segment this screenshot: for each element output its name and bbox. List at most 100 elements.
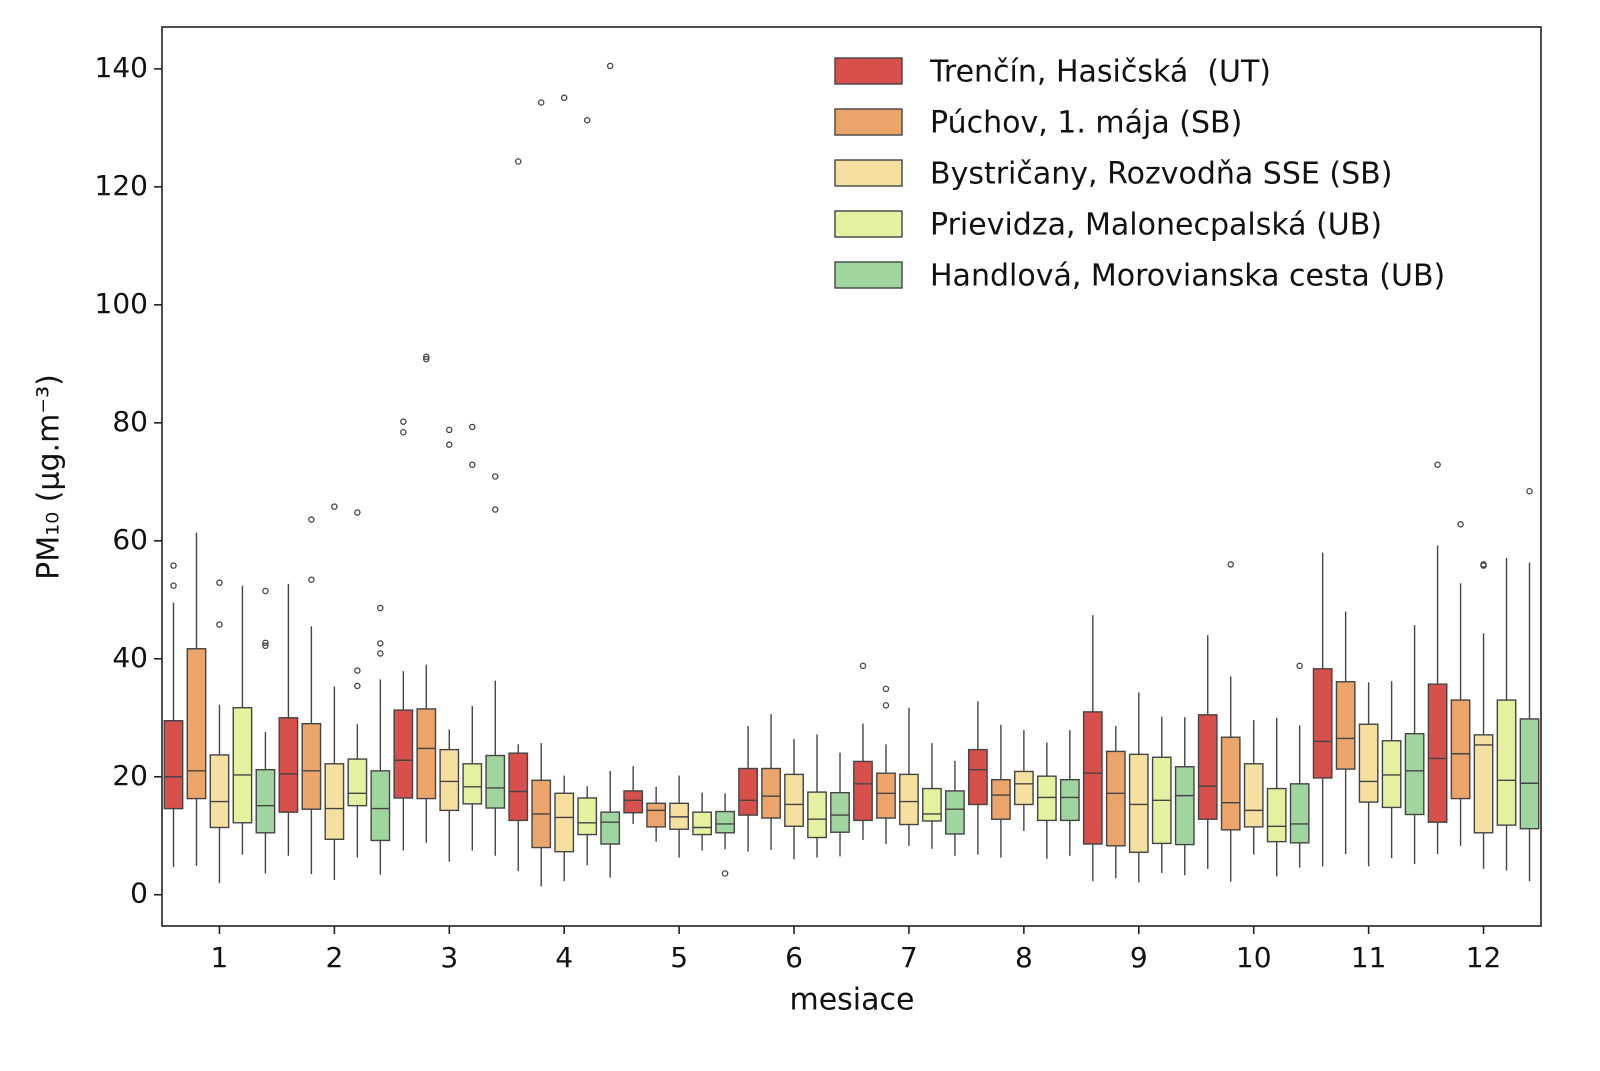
box: [1312, 668, 1333, 779]
box: [163, 720, 184, 810]
outlier: [308, 576, 315, 583]
box: [784, 773, 804, 828]
box: [1496, 699, 1517, 826]
box: [623, 790, 644, 814]
box: [1427, 683, 1448, 823]
box: [1128, 753, 1149, 853]
box: [1404, 732, 1425, 816]
outlier: [423, 353, 430, 361]
outlier: [560, 94, 568, 102]
box: [968, 748, 988, 806]
box: [186, 648, 207, 800]
box: [738, 767, 758, 816]
box: [1105, 750, 1126, 847]
outlier: [446, 441, 453, 448]
legend-swatch: [834, 159, 903, 187]
box: [899, 773, 919, 826]
legend-label: Handlová, Morovianska cesta (UB): [930, 259, 1445, 294]
outlier: [1434, 461, 1441, 468]
outlier: [400, 429, 407, 436]
legend-swatch: [834, 108, 903, 136]
box: [255, 768, 276, 834]
box: [945, 790, 965, 835]
x-axis-label: mesiace: [790, 983, 915, 1018]
plot-frame: [161, 26, 1542, 927]
outlier: [1227, 561, 1234, 568]
outlier: [1480, 562, 1487, 569]
box: [209, 754, 230, 829]
x-tick-label: 10: [1236, 941, 1272, 974]
box: [807, 791, 827, 839]
x-tick-label: 2: [325, 941, 343, 974]
box: [1059, 779, 1080, 822]
outlier: [721, 870, 729, 877]
outlier: [216, 579, 223, 586]
y-tick-label: 140: [95, 51, 148, 84]
x-tick-label: 7: [900, 941, 918, 974]
box: [715, 810, 735, 834]
outlier: [262, 587, 269, 595]
legend-label: Prievidza, Malonecpalská (UB): [930, 208, 1382, 243]
box: [1519, 718, 1540, 830]
outlier: [882, 685, 890, 693]
y-tick-label: 60: [112, 523, 148, 556]
x-tick-label: 6: [785, 941, 803, 974]
box: [853, 760, 873, 822]
box: [876, 772, 896, 819]
outlier: [377, 650, 384, 657]
box: [1197, 714, 1218, 820]
x-tick-label: 4: [555, 941, 573, 974]
x-tick-label: 9: [1130, 941, 1148, 974]
legend-swatch: [834, 210, 903, 238]
box: [761, 767, 781, 819]
box: [1036, 775, 1057, 822]
legend-swatch: [834, 57, 903, 85]
outlier: [354, 682, 361, 690]
outlier: [308, 516, 315, 523]
outlier: [216, 621, 223, 628]
box: [370, 770, 391, 842]
legend-label: Bystričany, Rozvodňa SSE (SB): [930, 157, 1392, 192]
box: [347, 758, 368, 807]
box: [324, 763, 345, 840]
outlier: [469, 423, 476, 431]
x-tick-label: 8: [1015, 941, 1033, 974]
box: [692, 811, 713, 836]
outlier: [1457, 521, 1464, 528]
outlier: [377, 640, 384, 647]
box: [1013, 770, 1034, 806]
box: [393, 709, 414, 799]
outlier: [262, 639, 269, 647]
box: [990, 779, 1011, 820]
x-tick-label: 5: [670, 941, 688, 974]
outlier: [446, 426, 453, 434]
box: [1243, 763, 1264, 828]
outlier: [331, 503, 338, 510]
x-tick-label: 11: [1351, 941, 1387, 974]
box: [1220, 736, 1241, 831]
box: [830, 791, 850, 833]
box: [439, 748, 460, 812]
outlier: [492, 473, 499, 480]
legend-label: Púchov, 1. mája (SB): [930, 106, 1242, 141]
outlier: [859, 662, 867, 670]
outlier: [492, 506, 499, 513]
box: [646, 802, 667, 828]
box: [1174, 766, 1195, 846]
outlier: [537, 99, 545, 106]
outlier: [170, 562, 177, 569]
box: [1450, 699, 1471, 800]
y-tick-label: 20: [112, 759, 148, 792]
y-tick-label: 120: [95, 169, 148, 202]
box: [922, 787, 942, 822]
outlier: [262, 642, 269, 650]
y-axis-label: PM₁₀ (μg.m⁻³): [32, 374, 67, 580]
box: [554, 792, 575, 853]
box: [600, 811, 621, 845]
box: [1289, 783, 1310, 844]
box: [1266, 787, 1287, 843]
box: [278, 717, 299, 813]
box: [1381, 740, 1402, 809]
box: [301, 722, 322, 810]
